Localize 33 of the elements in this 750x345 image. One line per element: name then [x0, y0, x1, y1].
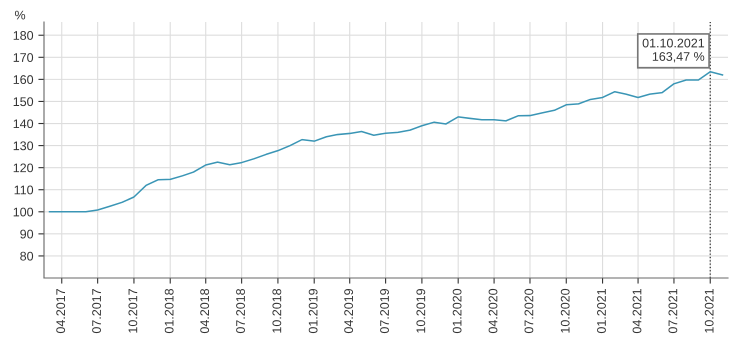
y-tick-label: 130: [14, 141, 34, 150]
x-tick-label: 04.2017: [56, 289, 66, 334]
y-tick-label: 180: [14, 31, 34, 40]
y-tick-label: 80: [20, 252, 34, 261]
x-tick-label: 01.2021: [597, 289, 606, 334]
x-tick-label: 10.2018: [272, 288, 282, 333]
y-tick-label: 140: [14, 119, 34, 128]
y-tick-label: 160: [14, 75, 34, 84]
line-series: [48, 70, 724, 213]
y-tick-label: 90: [20, 230, 34, 239]
x-tick-label: 10.2021: [704, 289, 714, 333]
annotation: 01.10.2021 163,47 %: [642, 38, 704, 62]
y-tick-label: 170: [14, 53, 34, 62]
x-tick-label: 07.2019: [380, 289, 389, 334]
y-tick-label: 110: [14, 186, 34, 194]
y-tick-label: 150: [14, 97, 34, 106]
y-tick-label: 120: [14, 163, 34, 172]
x-tick-label: 04.2020: [488, 288, 498, 334]
x-tick-label: 07.2018: [236, 288, 245, 334]
y-axis-title: %: [14, 10, 26, 20]
y-tick-label: 100: [14, 208, 34, 216]
x-tick-label: 04.2019: [344, 289, 354, 334]
x-tick-label: 04.2018: [200, 288, 210, 334]
x-tick-label: 07.2020: [524, 288, 534, 334]
x-tick-label: 01.2020: [452, 288, 462, 334]
x-tick-label: 10.2017: [128, 289, 138, 333]
x-tick-label: 01.2019: [308, 289, 318, 334]
x-tick-label: 04.2021: [632, 289, 642, 334]
x-tick-label: 10.2020: [560, 288, 570, 333]
x-tick-label: 07.2017: [92, 289, 102, 334]
x-tick-label: 10.2019: [416, 289, 426, 333]
x-tick-label: 07.2021: [668, 289, 678, 334]
x-tick-label: 01.2018: [164, 288, 174, 334]
